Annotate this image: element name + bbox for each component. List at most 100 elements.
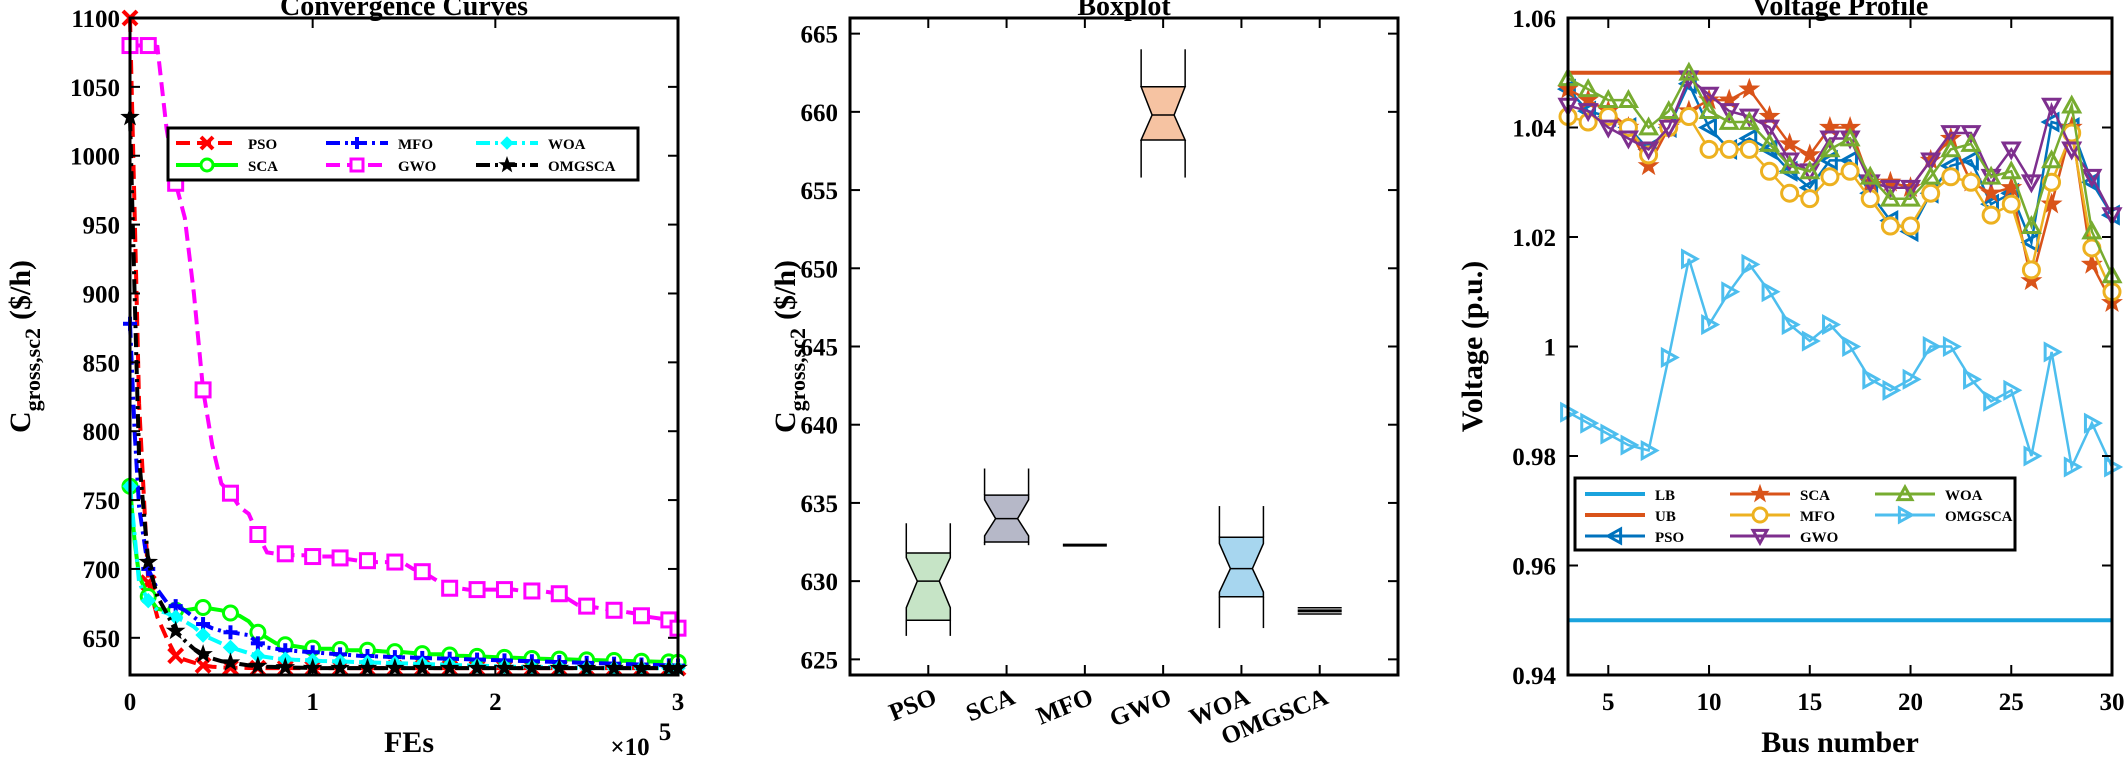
data-point-woa <box>195 627 211 643</box>
y-label-main: C <box>769 411 802 433</box>
data-point-sca <box>221 604 239 622</box>
data-point-gwo <box>221 484 239 502</box>
data-point-gwo <box>632 607 650 625</box>
x-tick-label: 10 <box>1697 689 1722 716</box>
plot-area <box>130 18 678 675</box>
data-point-omgsca <box>1660 346 1680 368</box>
data-point-sca <box>2040 192 2063 214</box>
data-point-woa <box>1597 89 1619 109</box>
data-point-omgsca <box>2083 412 2103 434</box>
legend-label-woa: WOA <box>548 137 586 153</box>
data-point-woa <box>2041 149 2063 169</box>
legend-marker-pso <box>199 135 215 151</box>
data-point-gwo <box>605 601 623 619</box>
legend-label-gwo: GWO <box>1800 530 1838 546</box>
data-point-omgsca <box>2043 341 2063 363</box>
data-point-gwo <box>1960 125 1982 145</box>
data-point-omgsca <box>1882 379 1902 401</box>
data-point-gwo <box>358 552 376 570</box>
x-exponent-power: 5 <box>659 719 672 746</box>
y-label-sub: gross,sc2 <box>785 328 810 411</box>
legend-marker-gwo <box>349 157 365 173</box>
data-point-omgsca <box>631 657 652 677</box>
data-point-sca <box>1637 154 1660 176</box>
legend-label-pso: PSO <box>1655 530 1684 546</box>
data-point-gwo <box>331 549 349 567</box>
y-axis-label: Cgross,sc2 ($/h) <box>4 260 45 433</box>
y-tick-label: 645 <box>801 335 839 362</box>
y-tick-label: 1050 <box>70 75 120 102</box>
data-point-omgsca <box>2023 445 2043 467</box>
y-tick-label: 1000 <box>70 144 120 171</box>
data-point-gwo <box>2061 141 2083 161</box>
data-point-woa <box>2061 94 2083 114</box>
data-point-gwo <box>386 553 404 571</box>
legend-label-mfo: MFO <box>398 137 433 153</box>
data-point-woa <box>1920 165 1942 185</box>
data-point-omgsca <box>1822 314 1842 336</box>
data-point-mfo <box>1921 183 1941 203</box>
voltage-chart: 0.94 0.96 0.98 1 1.02 1.04 1.06 5 10 15 20 25 30 Volt… <box>1456 0 2125 759</box>
data-point-omgsca <box>576 657 597 677</box>
y-tick-label: 650 <box>801 256 839 283</box>
data-point-omgsca <box>1701 314 1721 336</box>
legend-box <box>1573 476 2017 552</box>
data-point-omgsca <box>549 657 570 677</box>
data-point-mfo <box>1780 183 1800 203</box>
data-point-gwo <box>2081 168 2103 188</box>
data-point-gwo <box>194 381 212 399</box>
data-point-omgsca <box>1862 368 1882 390</box>
data-point-woa <box>1879 187 1901 207</box>
data-point-gwo <box>1920 152 1942 172</box>
data-point-gwo <box>1577 103 1599 123</box>
legend-marker-woa <box>500 136 514 150</box>
y-label-main: C <box>4 411 37 433</box>
data-point-woa <box>2020 214 2042 234</box>
data-point-woa <box>1678 61 1700 81</box>
data-point-mfo <box>2042 172 2062 192</box>
legend-label-gwo: GWO <box>398 159 436 175</box>
data-point-gwo <box>495 581 513 599</box>
data-point-omgsca <box>494 657 515 677</box>
y-tick-label: 625 <box>801 647 839 674</box>
data-point-omgsca <box>138 551 159 571</box>
data-point-omgsca <box>193 644 213 663</box>
legend-marker-woa <box>1895 483 1915 502</box>
y-tick-label: 665 <box>801 22 839 49</box>
box-woa <box>1218 506 1265 629</box>
data-point-gwo <box>1698 86 1720 106</box>
category-label: MFO <box>1033 684 1097 731</box>
data-point-woa <box>1839 127 1861 147</box>
y-tick-label: 1.04 <box>1512 116 1556 143</box>
data-point-omgsca <box>357 657 378 677</box>
data-point-omgsca <box>2063 456 2083 478</box>
x-tick-label: 30 <box>2100 689 2125 716</box>
y-tick-label: 650 <box>83 626 121 653</box>
legend-marker-mfo <box>351 137 363 149</box>
data-point-gwo <box>578 597 596 615</box>
data-point-omgsca <box>330 657 350 677</box>
chart-title: Voltage Profile <box>1752 0 1929 22</box>
data-point-mfo <box>2001 194 2021 214</box>
data-point-mfo <box>1901 216 1921 236</box>
data-point-omgsca <box>439 657 460 677</box>
data-point-gwo <box>139 37 157 55</box>
data-point-gwo <box>1658 119 1680 139</box>
data-point-gwo <box>1617 130 1639 150</box>
data-point-gwo <box>276 545 294 563</box>
y-tick-label: 800 <box>83 419 121 446</box>
data-point-woa <box>1819 138 1841 158</box>
data-point-gwo <box>2020 174 2042 194</box>
data-point-woa <box>1980 165 2002 185</box>
x-exponent-base: ×10 <box>610 734 649 761</box>
data-point-mfo <box>1800 189 1820 209</box>
data-point-omgsca <box>604 657 624 677</box>
data-point-gwo <box>2000 141 2022 161</box>
data-point-omgsca <box>1680 248 1700 270</box>
data-point-mfo <box>1699 139 1719 159</box>
data-point-gwo <box>1758 119 1781 139</box>
x-tick-label: 3 <box>672 689 685 716</box>
data-point-omgsca <box>248 655 268 675</box>
data-point-mfo <box>2021 260 2041 280</box>
x-tick-label: 0 <box>124 689 137 716</box>
